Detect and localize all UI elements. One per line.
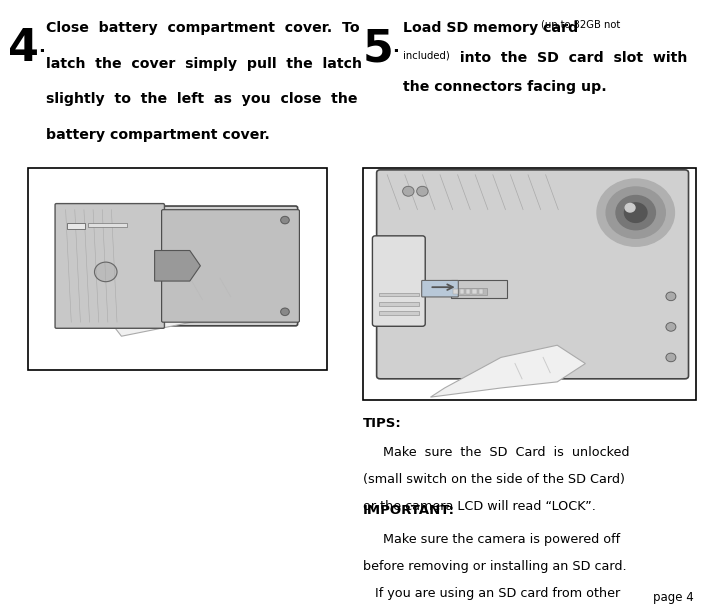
Text: TIPS:: TIPS: <box>363 417 401 430</box>
Bar <box>67 223 84 229</box>
Circle shape <box>616 196 655 230</box>
Bar <box>379 293 419 296</box>
Polygon shape <box>155 251 201 281</box>
Bar <box>379 302 419 306</box>
FancyBboxPatch shape <box>162 210 299 322</box>
Text: Make sure the camera is powered off: Make sure the camera is powered off <box>363 533 620 546</box>
Bar <box>466 289 470 294</box>
Bar <box>453 289 458 294</box>
Text: IMPORTANT:: IMPORTANT: <box>363 504 455 517</box>
Text: battery compartment cover.: battery compartment cover. <box>46 128 270 142</box>
Text: Close  battery  compartment  cover.  To: Close battery compartment cover. To <box>46 21 359 35</box>
Circle shape <box>417 186 428 196</box>
Text: 5: 5 <box>363 27 394 70</box>
Text: Make  sure  the  SD  Card  is  unlocked: Make sure the SD Card is unlocked <box>363 446 629 459</box>
Circle shape <box>666 353 676 362</box>
Circle shape <box>625 203 635 212</box>
Circle shape <box>403 186 414 196</box>
Bar <box>451 280 507 298</box>
Bar <box>460 289 464 294</box>
Polygon shape <box>107 257 270 336</box>
Text: slightly  to  the  left  as  you  close  the: slightly to the left as you close the <box>46 92 357 106</box>
Text: or the camera LCD will read “LOCK”.: or the camera LCD will read “LOCK”. <box>363 500 596 513</box>
Text: (small switch on the side of the SD Card): (small switch on the side of the SD Card… <box>363 473 624 486</box>
Text: Load SD memory card: Load SD memory card <box>403 21 583 35</box>
Circle shape <box>281 308 289 315</box>
Polygon shape <box>431 345 586 397</box>
Text: the connectors facing up.: the connectors facing up. <box>403 80 606 94</box>
FancyBboxPatch shape <box>58 206 298 326</box>
Bar <box>28 168 327 370</box>
Text: before removing or installing an SD card.: before removing or installing an SD card… <box>363 560 626 573</box>
Text: (up to 32GB not: (up to 32GB not <box>541 20 620 30</box>
Text: .: . <box>38 38 45 56</box>
FancyBboxPatch shape <box>372 236 425 326</box>
Bar <box>379 311 419 315</box>
Bar <box>88 222 127 227</box>
Circle shape <box>624 203 647 222</box>
Circle shape <box>666 323 676 331</box>
Circle shape <box>606 187 665 238</box>
Text: .: . <box>392 38 399 56</box>
Circle shape <box>281 216 289 224</box>
Text: latch  the  cover  simply  pull  the  latch: latch the cover simply pull the latch <box>46 57 362 71</box>
Bar <box>472 289 477 294</box>
Circle shape <box>94 262 117 282</box>
Text: If you are using an SD card from other: If you are using an SD card from other <box>363 587 620 600</box>
Text: 4: 4 <box>8 27 39 70</box>
Bar <box>363 168 696 400</box>
Circle shape <box>666 292 676 301</box>
Text: included): included) <box>403 51 449 60</box>
FancyBboxPatch shape <box>422 280 458 297</box>
Text: into  the  SD  card  slot  with: into the SD card slot with <box>455 51 688 65</box>
Text: page 4: page 4 <box>653 591 693 604</box>
FancyBboxPatch shape <box>55 203 165 328</box>
FancyBboxPatch shape <box>377 170 689 379</box>
Bar <box>452 288 487 295</box>
Circle shape <box>597 179 674 246</box>
Bar <box>479 289 483 294</box>
